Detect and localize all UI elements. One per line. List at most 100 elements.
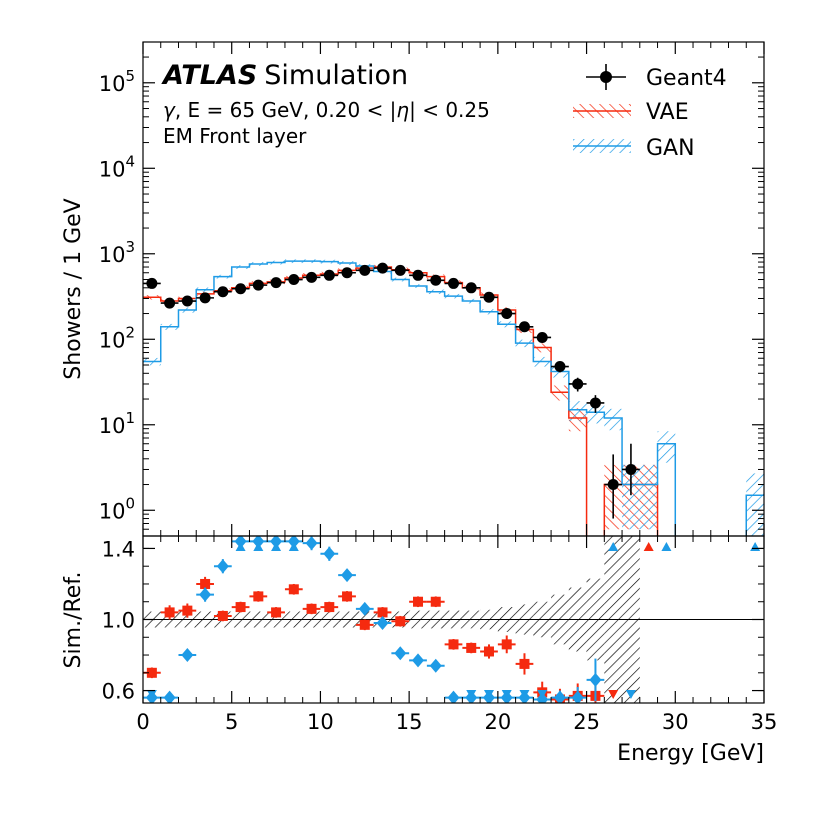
geant4-point-9	[306, 272, 317, 283]
geant4-point-27	[625, 464, 636, 475]
layer-label: EM Front layer	[163, 124, 307, 148]
vae-ratio-point-9	[307, 604, 317, 614]
main-ytick-base-4: 10	[99, 157, 126, 181]
geant4-point-17	[448, 278, 459, 289]
ratio-ytick-label-0: 0.6	[102, 680, 135, 704]
vae-ratio-point-17	[449, 639, 459, 649]
energy-distribution-chart: 100101102103104105 Showers / 1 GeV ATLAS…	[0, 0, 830, 830]
main-ytick-exp-3: 3	[125, 238, 135, 256]
geant4-point-18	[466, 282, 477, 293]
x-tick-label-1: 5	[225, 710, 238, 734]
ratio-y-axis-label: Sim./Ref.	[61, 572, 86, 669]
vae-ratio-point-20	[502, 639, 512, 649]
legend-geant4-marker	[600, 71, 612, 83]
vae-ratio-point-21	[519, 659, 529, 669]
vae-ratio-point-5	[236, 602, 246, 612]
gan-ratio-point-11	[341, 568, 353, 582]
main-ytick-base-0: 10	[99, 499, 126, 523]
geant4-point-22	[537, 332, 548, 343]
vae-ratio-point-11	[342, 591, 352, 601]
vae-ratio-point-6	[253, 591, 263, 601]
ratio-ytick-label-2: 1.4	[102, 537, 135, 561]
main-ytick-exp-4: 4	[125, 152, 135, 170]
vae-band-23	[551, 385, 569, 400]
geant4-point-10	[324, 270, 335, 281]
x-tick-label-4: 20	[484, 710, 511, 734]
geant4-point-19	[483, 292, 494, 303]
legend-geant4-label: Geant4	[646, 66, 727, 91]
legend-item-vae: VAE	[573, 100, 689, 125]
main-ytick-base-2: 10	[99, 328, 126, 352]
main-ytick-exp-0: 0	[125, 494, 135, 512]
gan-marker-above-6	[661, 542, 671, 551]
geant4-point-5	[235, 283, 246, 294]
main-ytick-exp-5: 5	[125, 67, 135, 85]
geant4-point-11	[342, 267, 353, 278]
vae-ratio-point-2	[182, 606, 192, 616]
geant4-point-7	[271, 277, 282, 288]
main-ytick-exp-2: 2	[125, 323, 135, 341]
geant4-point-24	[572, 378, 583, 389]
legend-item-geant4: Geant4	[586, 64, 727, 91]
geant4-point-21	[519, 321, 530, 332]
gan-ratio-point-4	[217, 559, 229, 573]
vae-ratio-point-19	[484, 646, 494, 656]
main-ytick-label-5: 105	[99, 67, 135, 96]
vae-ratio-point-15	[413, 597, 423, 607]
gan-ratio-point-3	[199, 588, 211, 602]
geant4-point-26	[608, 479, 619, 490]
ratio-ytick-label-1: 1.0	[102, 609, 135, 633]
geant4-point-20	[501, 308, 512, 319]
geant4-point-4	[217, 286, 228, 297]
gan-ratio-point-2	[181, 648, 193, 662]
vae-ratio-point-10	[324, 602, 334, 612]
atlas-annotation: ATLAS Simulation γ, E = 65 GeV, 0.20 < |η…	[161, 60, 490, 148]
geant4-point-6	[253, 280, 264, 291]
geant4-point-16	[430, 275, 441, 286]
x-tick-label-0: 0	[136, 710, 149, 734]
vae-ratio-point-13	[378, 607, 388, 617]
geant4-point-14	[395, 265, 406, 276]
legend-gan-label: GAN	[646, 136, 695, 161]
atlas-label: ATLAS	[161, 60, 257, 91]
svg-text:γ, E = 65 GeV, 0.20 < |η| < 0.: γ, E = 65 GeV, 0.20 < |η| < 0.25	[163, 98, 490, 122]
gan-band-34	[746, 473, 764, 566]
main-ytick-label-2: 102	[99, 323, 135, 352]
vae-step-line	[143, 267, 764, 566]
geant4-point-2	[182, 296, 193, 307]
x-tick-label-6: 30	[662, 710, 689, 734]
vae-ratio-point-18	[466, 643, 476, 653]
gan-step-line	[143, 261, 764, 566]
main-bands	[143, 259, 764, 566]
gan-ratio-point-25	[589, 673, 601, 687]
vae-ratio-point-12	[360, 620, 370, 630]
ratio-x-ticks: 0 5 10 15 20 25 30 35	[136, 536, 777, 734]
legend-item-gan: GAN	[573, 136, 695, 161]
vae-ratio-point-1	[165, 607, 175, 617]
x-tick-label-7: 35	[751, 710, 778, 734]
main-ytick-base-3: 10	[99, 243, 126, 267]
legend: Geant4 VAE GAN	[573, 64, 727, 161]
geant4-point-8	[288, 274, 299, 285]
geant4-point-23	[554, 361, 565, 372]
gan-band-26	[604, 409, 622, 430]
main-ytick-label-1: 101	[99, 409, 135, 438]
vae-ratio-point-8	[289, 584, 299, 594]
vae-ratio-point-14	[395, 616, 405, 626]
ratio-panel: 0.6 1.0 1.4 0 5 10 15 20 25 30 35 Sim./Ref. Energ…	[61, 513, 777, 766]
x-tick-label-2: 10	[307, 710, 334, 734]
geant4-point-25	[590, 397, 601, 408]
energy-eta-text: , E = 65 GeV, 0.20 < |	[175, 98, 397, 122]
x-axis-label: Energy [GeV]	[617, 741, 764, 766]
main-y-axis-label: Showers / 1 GeV	[61, 198, 86, 379]
gan-band-28	[640, 465, 658, 529]
vae-ratio-point-16	[431, 597, 441, 607]
geant4-point-12	[359, 265, 370, 276]
gan-marker-above-7	[750, 542, 760, 551]
main-ytick-label-0: 100	[99, 494, 135, 523]
x-tick-label-5: 25	[573, 710, 600, 734]
main-step-lines	[143, 261, 764, 566]
gan-ratio-point-9	[306, 536, 318, 550]
